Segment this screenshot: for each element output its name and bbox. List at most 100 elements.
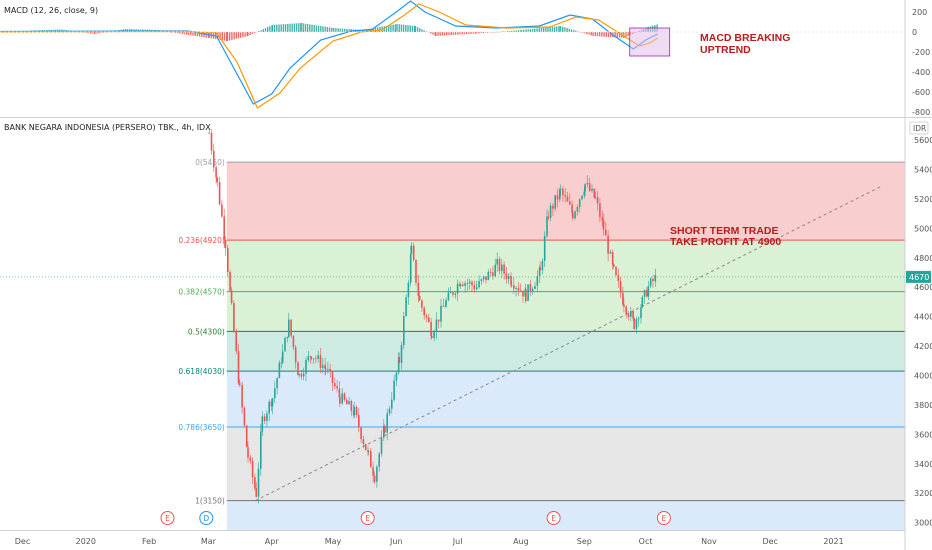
macd-histogram-bar — [463, 32, 466, 35]
candle-body — [324, 368, 327, 370]
macd-histogram-bar — [452, 32, 455, 35]
macd-histogram-bar — [124, 29, 126, 32]
candle-body — [309, 356, 312, 357]
macd-histogram-bar — [226, 32, 229, 41]
candle-body — [647, 286, 650, 297]
price-pane[interactable]: 0(5450) 0.236(4920) 0.382(4570) 0.5(4300) 0.… — [0, 118, 932, 550]
macd-histogram-bar — [448, 32, 450, 36]
macd-histogram-bar — [328, 27, 331, 32]
candle-body — [213, 150, 215, 168]
macd-histogram-bar — [98, 32, 100, 34]
macd-histogram-bar — [339, 28, 341, 32]
macd-histogram-bar — [284, 24, 287, 32]
macd-histogram-bar — [450, 32, 452, 36]
candle-body — [492, 272, 494, 277]
macd-histogram-bar — [221, 32, 223, 41]
macd-histogram-bar — [476, 32, 478, 34]
candle-body — [388, 408, 391, 414]
candle-body — [409, 253, 412, 283]
trade-note-line-2: TAKE PROFIT AT 4900 — [670, 236, 781, 248]
price-y-tick-label: 3200 — [914, 489, 932, 498]
candle-body — [478, 281, 480, 288]
macd-histogram-bar — [625, 32, 627, 37]
candle-body — [574, 211, 576, 219]
macd-histogram-bar — [187, 32, 190, 35]
candle-body — [529, 284, 532, 292]
event-marker-label: E — [165, 514, 170, 523]
candle-body — [566, 196, 569, 202]
macd-histogram-bar — [394, 24, 396, 32]
candle-body — [260, 431, 262, 469]
candle-body — [268, 401, 270, 414]
macd-histogram-bar — [549, 27, 551, 32]
macd-histogram-bar — [322, 26, 324, 32]
candle-body — [355, 406, 358, 415]
macd-histogram-bar — [311, 24, 313, 32]
macd-histogram-bar — [324, 26, 326, 32]
macd-histogram-bar — [520, 30, 522, 32]
candle-body — [257, 468, 260, 497]
macd-histogram-bar — [242, 32, 244, 38]
candle-body — [218, 182, 221, 205]
macd-histogram-bar — [251, 32, 253, 34]
time-axis-label: May — [325, 537, 342, 546]
candle-body — [596, 197, 599, 204]
time-axis-label: Sep — [577, 537, 592, 546]
time-axis-label: Nov — [701, 537, 717, 546]
candle-body — [223, 216, 225, 240]
candle-body — [519, 290, 522, 292]
macd-histogram-bar — [538, 28, 540, 32]
macd-pane[interactable]: 200 0 -200 -400 -600 -800 MACD (12, 26, close,… — [0, 0, 932, 118]
candle-body — [652, 278, 654, 282]
candle-body — [208, 132, 210, 134]
macd-line — [0, 0, 659, 105]
candle-body — [546, 216, 548, 236]
candle-body — [210, 132, 213, 151]
candle-body — [586, 183, 589, 185]
macd-histogram-bar — [416, 27, 419, 32]
fib-level-label: 0.786(3650) — [178, 423, 224, 432]
candle-body — [515, 287, 517, 289]
last-price-tag — [906, 270, 931, 283]
candle-body — [423, 307, 425, 316]
candle-body — [440, 305, 442, 322]
macd-histogram-bar — [517, 30, 520, 32]
macd-histogram-bar — [192, 32, 194, 36]
macd-histogram-bar — [379, 27, 381, 32]
candle-body — [425, 315, 428, 318]
candle-body — [471, 281, 473, 286]
price-y-tick-label: 4800 — [914, 254, 932, 263]
macd-histogram-bar — [525, 29, 527, 32]
macd-histogram-bar — [185, 32, 188, 35]
fib-level-label: 0.382(4570) — [178, 288, 224, 297]
candle-body — [462, 284, 464, 286]
candle-body — [612, 264, 615, 267]
price-axis-bg — [905, 118, 932, 550]
candle-body — [501, 264, 503, 272]
macd-histogram-bar — [331, 27, 333, 32]
candle-body — [584, 184, 586, 192]
macd-histogram-bar — [575, 30, 577, 32]
candle-body — [538, 267, 541, 276]
candle-body — [229, 272, 231, 291]
macd-histogram-bar — [405, 25, 407, 32]
macd-histogram-bar — [400, 24, 403, 32]
event-marker — [160, 511, 175, 525]
macd-histogram-bar — [363, 29, 366, 32]
macd-histogram-bar — [341, 28, 344, 32]
macd-histogram-bar — [244, 32, 246, 37]
candle-body — [630, 311, 632, 317]
candle-body — [489, 271, 492, 273]
candle-body — [588, 183, 591, 191]
candle-body — [654, 275, 657, 282]
candle-body — [421, 300, 423, 308]
candle-body — [415, 259, 417, 283]
candle-body — [338, 388, 341, 398]
fib-level-label: 0.618(4030) — [178, 367, 224, 376]
candle-body — [480, 279, 483, 281]
candle-body — [571, 204, 573, 213]
macd-title: MACD (12, 26, close, 9) — [4, 6, 98, 15]
macd-plot-bg — [0, 0, 905, 118]
candle-body — [290, 319, 292, 336]
macd-histogram-bar — [439, 32, 441, 36]
